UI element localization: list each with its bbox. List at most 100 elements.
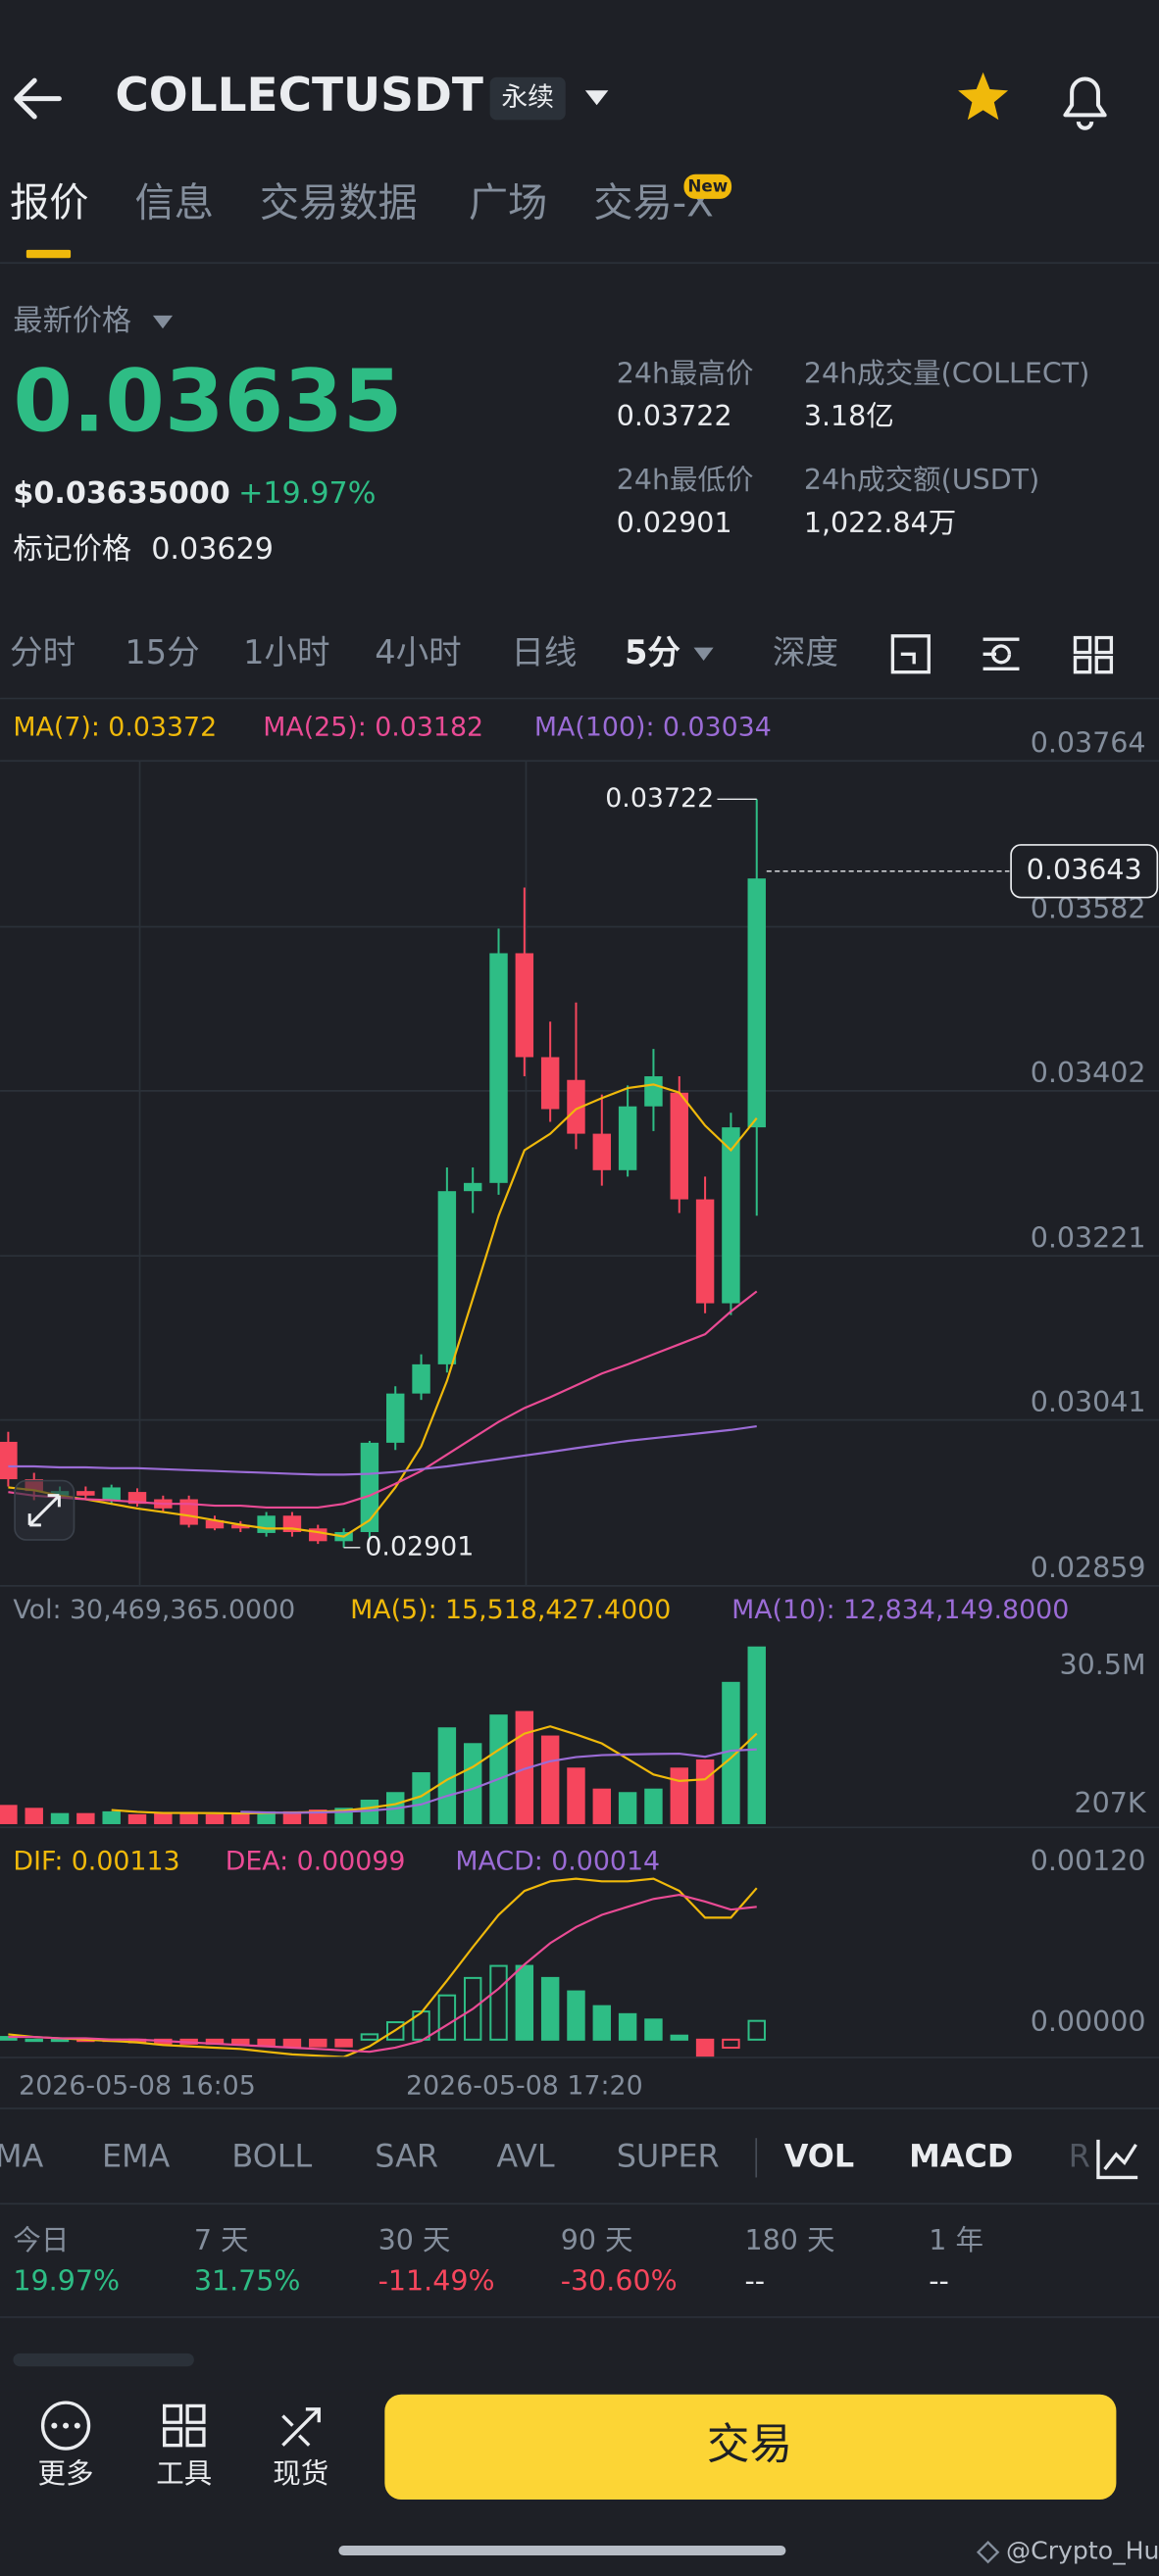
tab[interactable]: 交易数据 xyxy=(260,181,418,226)
x-tick-label: 2026-05-08 17:20 xyxy=(406,2071,643,2102)
indicator-tab[interactable]: MA xyxy=(0,2137,43,2174)
macd-histogram xyxy=(722,2038,740,2050)
volume-bar xyxy=(592,1788,612,1824)
legend-value: 12,834,149.8000 xyxy=(843,1595,1069,1625)
volume-bar xyxy=(0,1805,18,1824)
tools-icon[interactable] xyxy=(162,2403,206,2448)
legend-value: 0.00099 xyxy=(297,1846,406,1876)
trade-button-label[interactable]: 交易 xyxy=(707,2420,792,2469)
interval[interactable]: 分时 xyxy=(10,633,76,671)
performance-value: -- xyxy=(929,2265,949,2298)
macd-histogram xyxy=(360,2033,379,2041)
legend-entry: MACD: 0.00014 xyxy=(455,1846,660,1876)
y-tick-label: 0.03221 xyxy=(1031,1221,1146,1254)
tab[interactable]: 报价 xyxy=(10,181,88,226)
legend-name: DIF: xyxy=(13,1846,63,1876)
stat-value: 1,022.84万 xyxy=(804,507,956,539)
more-dot xyxy=(74,2422,80,2429)
footer-button[interactable]: 更多 xyxy=(38,2457,94,2490)
interval[interactable]: 5分 xyxy=(625,633,680,671)
more-dot xyxy=(51,2422,58,2429)
tab[interactable]: 信息 xyxy=(134,181,213,226)
indicator-tab[interactable]: VOL xyxy=(784,2137,854,2174)
performance-value: -30.60% xyxy=(561,2265,678,2298)
indicator-tab[interactable]: SUPER xyxy=(617,2137,720,2174)
indicator-tab[interactable]: MACD xyxy=(909,2137,1013,2174)
macd-histogram xyxy=(309,2038,328,2048)
volume-bar xyxy=(282,1810,302,1824)
back-button[interactable] xyxy=(14,77,62,120)
footer-button[interactable]: 现货 xyxy=(273,2457,328,2490)
tab[interactable]: 广场 xyxy=(469,181,547,226)
macd-histogram xyxy=(618,2012,637,2041)
legend-entry: MA(5): 15,518,427.4000 xyxy=(350,1595,671,1625)
layout-icon[interactable] xyxy=(1073,635,1114,674)
y-tick-label: 0.02859 xyxy=(1031,1552,1146,1584)
macd-histogram xyxy=(567,1990,585,2041)
more-icon[interactable] xyxy=(40,2401,91,2451)
candle-body xyxy=(257,1515,276,1533)
macd-histogram xyxy=(25,2038,43,2043)
volume-bar xyxy=(76,1812,95,1824)
interval[interactable]: 日线 xyxy=(511,633,577,671)
interval[interactable]: 深度 xyxy=(773,633,838,671)
chart-settings-icon[interactable] xyxy=(890,634,931,674)
volume-bar xyxy=(412,1772,430,1824)
indicator-tab[interactable]: BOLL xyxy=(231,2137,312,2174)
volume-bar xyxy=(179,1812,198,1824)
candle-body xyxy=(76,1491,95,1496)
favorite-star[interactable] xyxy=(958,72,1009,121)
last-price-value: 0.03643 xyxy=(1027,854,1142,886)
indicator-settings-icon[interactable] xyxy=(1096,2139,1138,2180)
volume-bar xyxy=(257,1810,276,1824)
candle-body xyxy=(205,1519,225,1529)
new-badge-bg xyxy=(683,173,732,199)
trade-button[interactable] xyxy=(384,2394,1117,2501)
volume-bar xyxy=(567,1767,585,1824)
indicator-tab[interactable]: SAR xyxy=(375,2137,438,2174)
indicator-tab[interactable]: AVL xyxy=(496,2137,555,2174)
spot-icon[interactable] xyxy=(281,2407,321,2447)
candle-body xyxy=(179,1499,198,1525)
mark-label: 标记价格 xyxy=(13,532,131,567)
footer-button[interactable]: 工具 xyxy=(156,2457,212,2490)
candle-body xyxy=(540,1057,560,1110)
volume-bar xyxy=(489,1714,508,1824)
performance-value: 31.75% xyxy=(194,2265,301,2298)
volume-bar xyxy=(463,1743,482,1824)
legend-value: 0.03034 xyxy=(663,712,772,742)
interval[interactable]: 4小时 xyxy=(375,633,461,671)
legend-entry: MA(10): 12,834,149.8000 xyxy=(731,1595,1069,1625)
legend-value: 0.03182 xyxy=(375,712,483,742)
alert-bell[interactable] xyxy=(1063,76,1107,130)
macd-histogram xyxy=(50,2038,70,2043)
volume-bar xyxy=(670,1767,688,1824)
interval[interactable]: 15分 xyxy=(125,633,199,671)
macd-histogram xyxy=(670,2034,688,2041)
volume-bar xyxy=(154,1812,173,1824)
stat-value: 0.03722 xyxy=(617,400,732,432)
macd-histogram xyxy=(463,1976,482,2041)
volume-bar xyxy=(127,1813,147,1824)
candle-body xyxy=(489,953,508,1183)
performance-value: -11.49% xyxy=(378,2265,495,2298)
legend-name: Vol: xyxy=(13,1595,61,1625)
expand-icon xyxy=(27,1494,61,1527)
indicator-icon[interactable] xyxy=(983,637,1020,671)
low-marker: 0.02901 xyxy=(365,1531,474,1561)
interval[interactable]: 1小时 xyxy=(243,633,329,671)
watermark-logo xyxy=(976,2540,1000,2564)
symbol-dropdown[interactable] xyxy=(584,90,609,106)
legend-name: MA(7): xyxy=(13,712,100,742)
candle-body xyxy=(437,1191,457,1364)
volume-bar xyxy=(205,1813,225,1824)
macd-histogram xyxy=(437,1994,457,2041)
volume-bar xyxy=(231,1812,250,1824)
indicator-tab[interactable]: EMA xyxy=(102,2137,171,2174)
y-tick-label: 0.00000 xyxy=(1031,2006,1146,2038)
volume-ma-line xyxy=(111,1725,758,1815)
high-marker: 0.03722 xyxy=(605,783,714,814)
performance-label: 今日 xyxy=(13,2224,69,2256)
macd-histogram xyxy=(695,2038,715,2057)
